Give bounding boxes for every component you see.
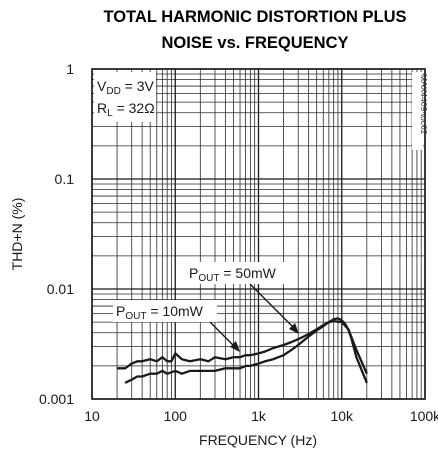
series-10mw-label: POUT = 10mW xyxy=(116,303,204,322)
series-10mw-label-box xyxy=(113,300,217,322)
x-tick-label-4: 100k xyxy=(410,408,438,424)
x-tick-label-0: 10 xyxy=(84,408,100,424)
arrow-50mw-line xyxy=(249,283,298,332)
condition-rl: RL = 32Ω xyxy=(97,100,155,119)
conditions-box xyxy=(94,72,156,122)
arrow-10mw-head xyxy=(230,341,240,352)
leader-arrows xyxy=(209,283,299,352)
y-tick-label-2: 0.01 xyxy=(47,281,74,297)
series-line-1 xyxy=(124,317,368,384)
series-layer xyxy=(117,317,368,384)
chart-title-line-2: NOISE vs. FREQUENCY xyxy=(161,34,348,52)
part-number-box xyxy=(412,72,423,150)
x-tick-label-1: 100 xyxy=(164,408,188,424)
x-axis-label: FREQUENCY (Hz) xyxy=(199,432,317,448)
y-tick-label-3: 0.001 xyxy=(39,391,74,407)
tick-labels: 10 100 1k 10k 100k 1 0.1 0.01 0.001 xyxy=(39,61,438,424)
y-tick-label-1: 0.1 xyxy=(55,171,75,187)
condition-vdd: VDD = 3V xyxy=(97,78,155,97)
series-50mw-label: POUT = 50mW xyxy=(189,265,277,284)
x-tick-label-2: 1k xyxy=(251,408,267,424)
grid-minor xyxy=(92,69,425,399)
series-50mw-label-box xyxy=(186,262,290,284)
part-number: MAX4409 toc02 xyxy=(419,74,429,135)
y-axis-label: THD+N (%) xyxy=(9,198,25,271)
x-tick-label-3: 10k xyxy=(330,408,354,424)
y-tick-label-0: 1 xyxy=(66,61,74,77)
chart-title-line-1: TOTAL HARMONIC DISTORTION PLUS xyxy=(103,8,406,26)
arrow-50mw-head xyxy=(289,323,299,334)
plot-frame xyxy=(91,68,426,400)
